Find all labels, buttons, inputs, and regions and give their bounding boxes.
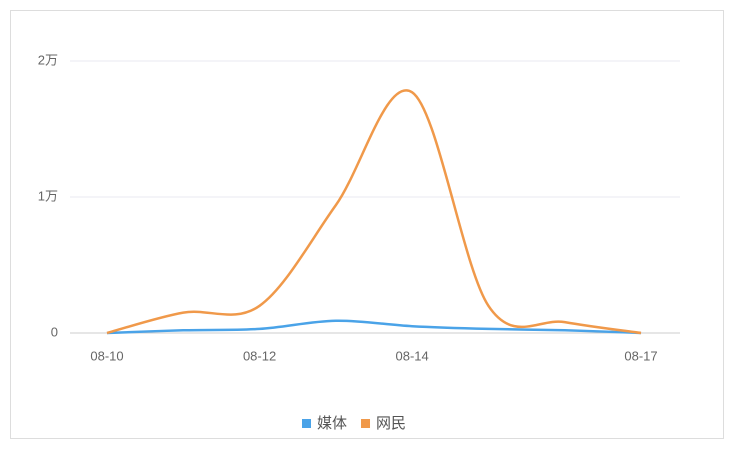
chart-frame: [10, 10, 724, 439]
x-tick-label: 08-12: [243, 348, 276, 363]
line: [106, 319, 642, 335]
x-tick-label: 08-10: [90, 348, 123, 363]
line: [106, 89, 642, 335]
legend-swatch: [361, 419, 371, 428]
legend-swatch: [302, 419, 311, 428]
y-tick-label: 0: [51, 324, 58, 339]
legend-label: 媒体: [317, 415, 347, 432]
x-tick-label: 08-14: [396, 348, 429, 363]
y-tick-label: 1万: [38, 188, 58, 203]
y-tick-label: 2万: [38, 52, 58, 67]
x-tick-label: 08-17: [624, 348, 657, 363]
legend-label: 网民: [376, 415, 406, 432]
